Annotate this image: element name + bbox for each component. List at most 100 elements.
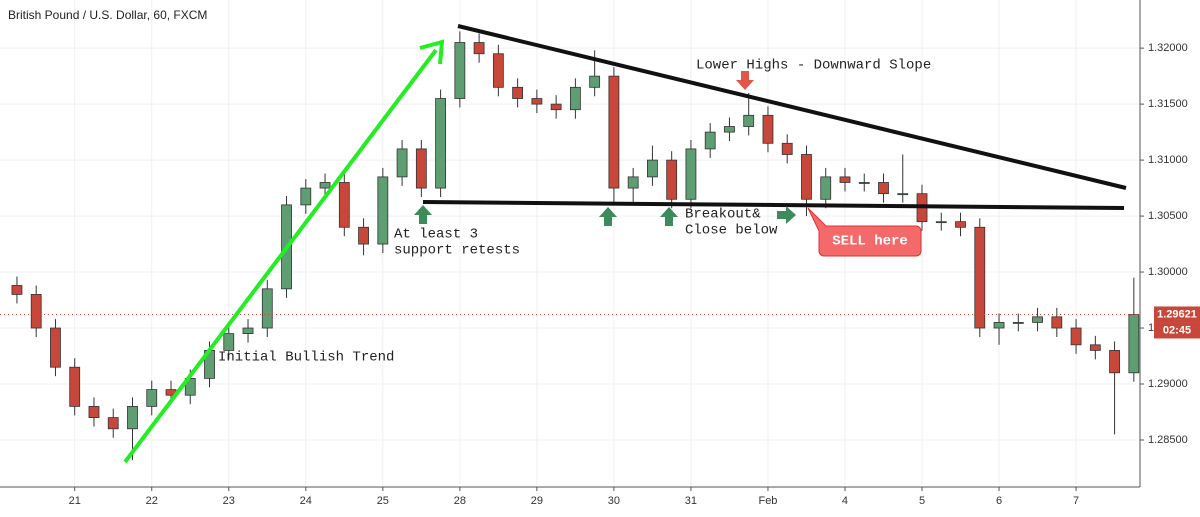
x-tick-label: 6 — [996, 495, 1002, 507]
candle-body — [1070, 327, 1082, 346]
candle-body — [762, 114, 774, 144]
sell-label: SELL here — [832, 234, 908, 250]
x-tick-label: 28 — [454, 495, 466, 507]
candle-body — [242, 327, 254, 335]
candle-body — [415, 148, 427, 189]
candle-body — [11, 285, 23, 295]
annotation: support retests — [394, 243, 520, 259]
right-arrow — [777, 206, 796, 224]
annotation: Close below — [685, 223, 778, 239]
y-tick-label: 1.30500 — [1148, 210, 1188, 222]
candle-body — [704, 131, 716, 150]
candle-body — [550, 103, 562, 111]
annotation: Breakout& — [685, 207, 761, 223]
candle-body — [127, 405, 138, 430]
candle-body — [146, 389, 158, 407]
candle-body — [396, 148, 408, 178]
candle-body — [300, 187, 312, 206]
candle-body — [358, 226, 369, 245]
up-arrow — [660, 207, 678, 226]
annotation: Lower Highs - Downward Slope — [696, 58, 931, 74]
candle-body — [50, 327, 61, 368]
candle-body — [473, 42, 485, 55]
candle-body — [647, 159, 658, 178]
y-tick-label: 1.32000 — [1148, 42, 1188, 54]
sell-callout — [807, 207, 922, 257]
candle-body — [955, 221, 966, 228]
x-tick-label: Feb — [758, 495, 777, 507]
candle-body — [569, 86, 581, 111]
candle-body — [589, 75, 601, 88]
candle-body — [781, 142, 793, 155]
price-tag-label: 1.29621 — [1157, 308, 1197, 320]
labels: British Pound / U.S. Dollar, 60, FXCM In… — [8, 8, 1200, 507]
x-tick-label: 29 — [531, 495, 543, 507]
chart-title: British Pound / U.S. Dollar, 60, FXCM — [8, 8, 207, 22]
y-tick-label: 1.31000 — [1148, 154, 1188, 166]
x-tick-label: 24 — [300, 495, 312, 507]
x-tick-label: 30 — [608, 495, 620, 507]
grid — [0, 0, 1144, 491]
candle-body — [1109, 350, 1120, 374]
annotation: At least 3 — [394, 227, 478, 243]
x-tick-label: 21 — [69, 495, 81, 507]
candle-body — [1051, 316, 1063, 329]
candle-body — [801, 154, 812, 200]
candle-body — [1128, 314, 1140, 374]
candle-body — [878, 182, 889, 195]
candle-body — [377, 176, 389, 245]
resistance-trendline — [457, 24, 1127, 190]
candle-body — [88, 405, 100, 418]
x-tick-label: 4 — [842, 495, 848, 507]
candle-body — [435, 98, 446, 189]
y-tick-label: 1.30000 — [1148, 266, 1188, 278]
x-tick-label: 23 — [223, 495, 235, 507]
price-tag — [1154, 306, 1200, 323]
candle-body — [666, 159, 678, 200]
up-arrow — [599, 207, 617, 226]
candle-body — [69, 366, 81, 407]
drawings — [123, 24, 1127, 464]
candle-body — [1032, 316, 1043, 323]
candle-body — [685, 148, 697, 200]
candle-body — [531, 98, 543, 105]
candle-body — [261, 288, 273, 329]
candle-body — [993, 322, 1005, 329]
countdown-label: 02:45 — [1163, 324, 1191, 336]
candle-body — [743, 114, 755, 127]
candles — [0, 31, 1140, 461]
up-arrow — [414, 205, 432, 224]
x-tick-label: 22 — [146, 495, 158, 507]
candle-body — [724, 126, 735, 133]
candle-body — [338, 182, 350, 228]
annotation: Initial Bullish Trend — [218, 350, 394, 366]
candle-body — [974, 226, 986, 329]
candle-body — [319, 182, 331, 189]
support-line — [422, 200, 1125, 210]
x-tick-label: 31 — [685, 495, 697, 507]
candle-body — [223, 333, 235, 351]
candle-body — [820, 176, 832, 200]
down-arrow — [736, 71, 754, 90]
candle-body — [492, 53, 504, 88]
candle-body — [608, 75, 620, 189]
trend-arrow-head — [419, 39, 445, 65]
trend-arrow — [123, 48, 438, 464]
x-tick-label: 7 — [1073, 495, 1079, 507]
candle-body — [1012, 322, 1024, 324]
y-tick-label: 1.28500 — [1148, 434, 1188, 446]
candle-body — [30, 294, 42, 329]
y-tick-label: 1.31500 — [1148, 98, 1188, 110]
candle-body — [1089, 344, 1101, 351]
candle-body — [627, 176, 639, 189]
candle-body — [454, 42, 466, 99]
candle-body — [839, 176, 851, 183]
candle-body — [858, 182, 870, 184]
countdown-tag — [1154, 322, 1200, 339]
x-tick-label: 25 — [377, 495, 389, 507]
candle-body — [935, 221, 947, 224]
x-tick-label: 5 — [919, 495, 925, 507]
candle-body — [512, 86, 524, 99]
